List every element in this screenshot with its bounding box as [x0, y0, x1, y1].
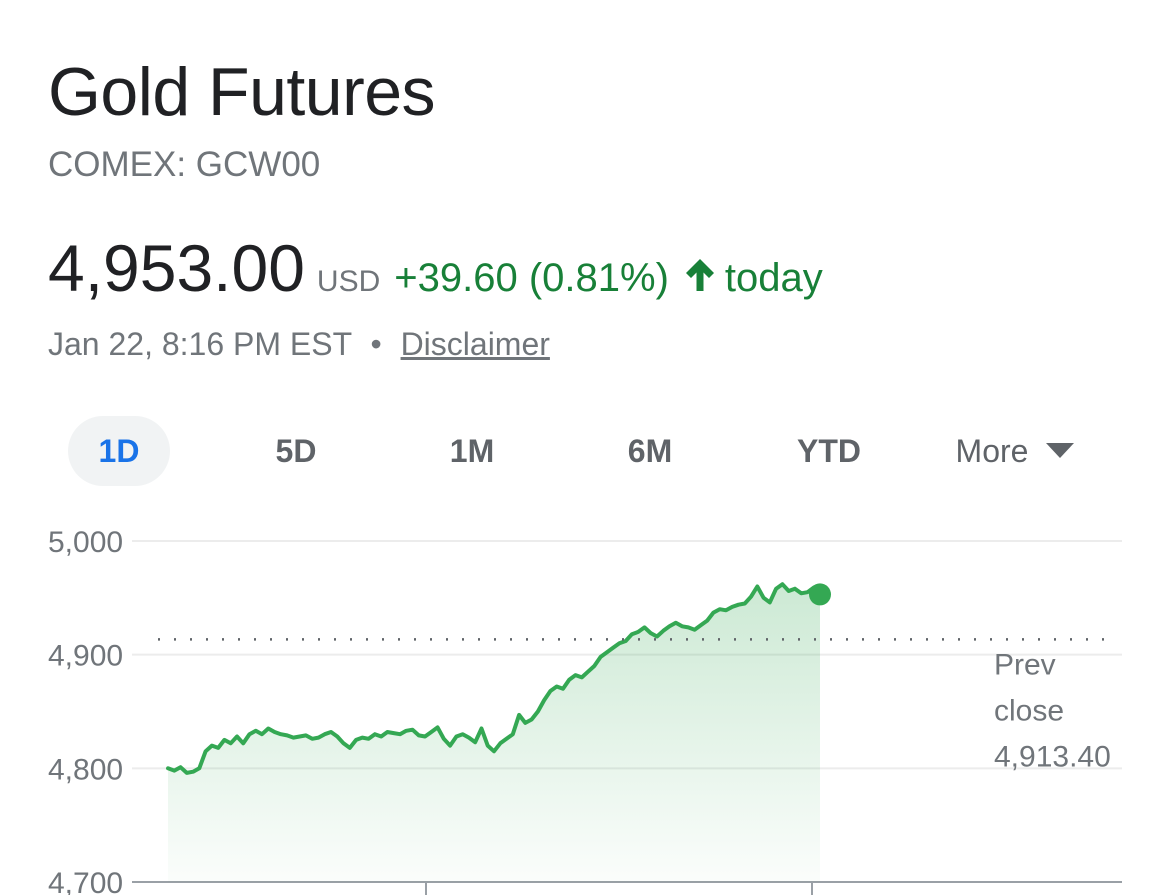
ticker-symbol: COMEX: GCW00 [48, 145, 321, 184]
y-tick-label: 4,800 [48, 753, 123, 786]
change-period: today [724, 256, 823, 300]
more-dropdown[interactable]: More [930, 416, 1100, 486]
y-tick-label: 4,700 [48, 867, 123, 895]
price-line [166, 582, 822, 775]
tab-5d[interactable]: 5D [275, 432, 317, 469]
meta-separator: • [370, 326, 382, 362]
disclaimer-link[interactable]: Disclaimer [400, 326, 550, 362]
price-area [168, 584, 820, 882]
prev-close-label: Prev [994, 648, 1056, 681]
quote-row: 4,953.00 USD +39.60 (0.81%) today [48, 230, 823, 306]
quote-timestamp: Jan 22, 8:16 PM EST [48, 326, 352, 362]
range-tabs: 1D 5D 1M 6M YTD More [0, 416, 1170, 488]
quote-meta: Jan 22, 8:16 PM EST • Disclaimer [48, 324, 550, 364]
tab-1m[interactable]: 1M [449, 432, 495, 469]
tab-ytd[interactable]: YTD [797, 432, 861, 469]
currency-label: USD [316, 265, 381, 298]
y-tick-label: 5,000 [48, 526, 123, 559]
price-change: +39.60 (0.81%) [394, 256, 669, 300]
current-price: 4,953.00 [48, 231, 305, 305]
caret-down-icon [1046, 443, 1075, 458]
tab-6m[interactable]: 6M [627, 432, 673, 469]
tab-1d[interactable]: 1D [68, 416, 170, 486]
arrow-up-icon [683, 257, 717, 293]
more-label: More [955, 432, 1029, 469]
last-price-dot [809, 583, 831, 606]
y-tick-label: 4,900 [48, 640, 123, 673]
price-chart: 5,000 4,900 4,800 4,700 Prev close 4,913.40 [48, 526, 1122, 895]
prev-close-value: 4,913.40 [994, 740, 1111, 773]
page-title: Gold Futures [48, 54, 436, 130]
prev-close-label: close [994, 694, 1064, 727]
